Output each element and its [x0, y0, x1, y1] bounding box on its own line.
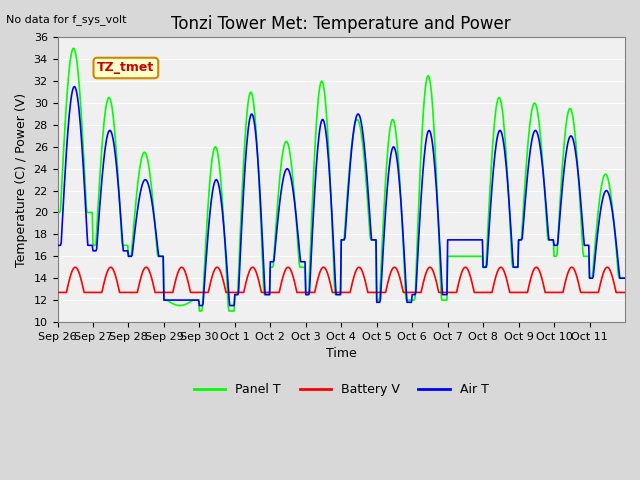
Text: TZ_tmet: TZ_tmet [97, 61, 154, 74]
Title: Tonzi Tower Met: Temperature and Power: Tonzi Tower Met: Temperature and Power [172, 15, 511, 33]
X-axis label: Time: Time [326, 347, 356, 360]
Legend: Panel T, Battery V, Air T: Panel T, Battery V, Air T [189, 378, 493, 401]
Text: No data for f_sys_volt: No data for f_sys_volt [6, 14, 127, 25]
Y-axis label: Temperature (C) / Power (V): Temperature (C) / Power (V) [15, 93, 28, 267]
